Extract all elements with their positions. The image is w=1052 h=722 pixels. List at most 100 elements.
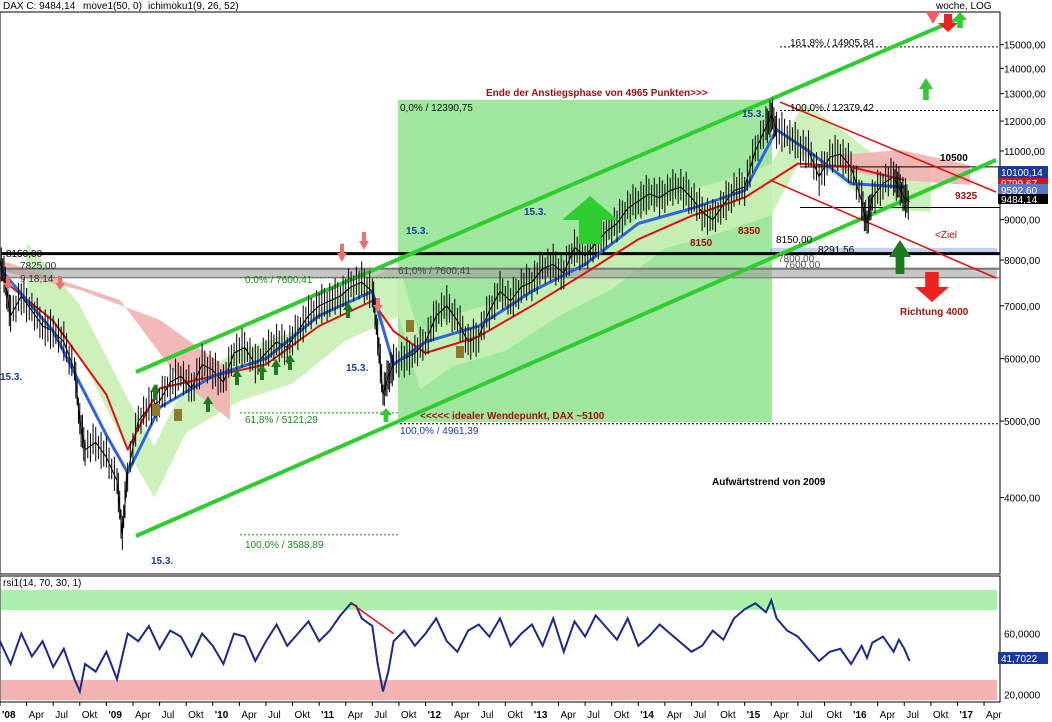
price-value-box	[998, 194, 1048, 204]
x-tick-label: Jul	[693, 710, 706, 721]
x-tick-label: Apr	[241, 710, 257, 721]
ichi-value: 9592,60	[1001, 186, 1038, 197]
channel-lower	[135, 158, 997, 538]
date-labels: 15.3. 15.3. 15.3. 15.3. 15.3. 15.3.	[0, 109, 764, 567]
small-up-arrow	[150, 384, 160, 400]
support-levels	[1, 46, 1000, 536]
x-tick-label: Jul	[55, 710, 68, 721]
x-tick-label: '16	[853, 710, 867, 721]
rsi-header: rsi1(14, 70, 30, 1)	[3, 578, 81, 589]
small-down-arrow	[373, 298, 383, 312]
price-value: 9484,14	[1001, 195, 1038, 206]
date-label: 15.3.	[0, 372, 22, 383]
x-tick-label: '12	[428, 710, 442, 721]
fib-100-2009-label: 100,0% / 3588,89	[245, 540, 324, 551]
y-tick-label: 7000,00	[1004, 302, 1041, 313]
red-value-box	[998, 178, 1048, 188]
fib-0-2011-label: 0,0% / 7600,41	[245, 275, 313, 286]
x-tick-label: Okt	[295, 710, 311, 721]
x-tick-label: Okt	[401, 710, 417, 721]
y-tick-label: 4000,00	[1004, 494, 1041, 505]
small-block	[152, 404, 160, 416]
down-channel-upper	[779, 101, 997, 193]
fib-100-2011-label: 100,0% / 4961,39	[400, 426, 479, 437]
cloud-red	[840, 150, 970, 185]
level-9325: 9325	[955, 191, 978, 202]
x-tick-label: Okt	[720, 710, 736, 721]
down-channel-lower	[769, 179, 997, 279]
small-up-arrow	[343, 302, 353, 318]
rsi-series	[0, 597, 911, 695]
x-tick-label: Jul	[587, 710, 600, 721]
cloud-red	[0, 260, 230, 420]
y-tick-label: 13000,00	[1004, 90, 1046, 101]
ichi-value-box	[998, 184, 1048, 196]
x-tick-label: Apr	[348, 710, 364, 721]
small-up-arrow	[232, 369, 242, 385]
x-tick-label: '13	[534, 710, 548, 721]
small-up-arrow	[271, 359, 281, 375]
header-scale: woche, LOG	[935, 1, 992, 12]
x-tick-label: Apr	[561, 710, 577, 721]
date-label: 15.3.	[151, 556, 173, 567]
x-tick-label: '09	[108, 710, 122, 721]
series-line-1	[0, 162, 905, 451]
x-tick-label: Okt	[188, 710, 204, 721]
up-arrow	[953, 12, 967, 28]
channel-upper	[135, 16, 961, 374]
ichimoku-cloud	[0, 103, 970, 498]
x-tick-label: Apr	[667, 710, 683, 721]
triangle-marker	[926, 12, 940, 24]
ziel-label: <Ziel	[935, 230, 957, 241]
level-8350: 8350	[738, 226, 761, 237]
up-arrow	[380, 408, 392, 422]
small-down-arrow	[337, 244, 347, 262]
x-tick-label: '17	[959, 710, 973, 721]
small-down-arrow	[3, 276, 13, 290]
cloud-green	[26, 103, 931, 498]
x-tick-label: '10	[215, 710, 229, 721]
level-8150-right: 8150,00	[776, 235, 813, 246]
rsi-axis: 20,0000 60,0000	[1004, 630, 1041, 702]
rsi-divergence-line	[350, 602, 395, 635]
x-tick-label: Okt	[826, 710, 842, 721]
x-tick-label: Apr	[454, 710, 470, 721]
fib-0-2015-label: 0,0% / 12390,75	[400, 103, 473, 114]
big-up-arrow	[562, 196, 618, 244]
rsi-tick-label: 20,0000	[1004, 690, 1041, 701]
y-tick-label: 14000,00	[1004, 64, 1046, 75]
trend-channel	[135, 16, 997, 538]
ma-value: 10100,14	[1001, 168, 1043, 179]
level-7800: 7800,00	[778, 254, 815, 265]
header-ichimoku: ichimoku1(9, 26, 52)	[148, 1, 239, 12]
small-up-arrow	[203, 396, 213, 412]
fib-618-label: 61,8% / 5121,29	[245, 415, 318, 426]
down-arrow-red	[938, 14, 958, 32]
level-8150-left: 8150,00	[6, 249, 43, 260]
date-label: 15.3.	[346, 363, 368, 374]
wendepunkt-label: <<<<< idealer Wendepunkt, DAX ~5100	[420, 411, 605, 422]
header-move: move1(50, 0)	[83, 1, 142, 12]
fib-61-2011-label: 61,0% / 7600,41	[398, 266, 471, 277]
fib-top-label: 161,8% / 14905,84	[790, 38, 874, 49]
annotations: 161,8% / 14905,84 0,0% / 12390,75 100,0%…	[6, 38, 978, 551]
small-up-arrow	[285, 354, 295, 370]
y-tick-label: 6000,00	[1004, 355, 1041, 366]
partial-small-label: 9 18,14	[20, 274, 54, 285]
ma-value-box	[998, 166, 1048, 178]
x-tick-label: Okt	[82, 710, 98, 721]
x-tick-label: Apr	[29, 710, 45, 721]
x-tick-label: '11	[321, 710, 334, 721]
rsi-oversold-band	[1, 680, 997, 700]
level-band-blue	[770, 247, 997, 254]
y-tick-label: 8000,00	[1004, 256, 1041, 267]
rsi-value-box	[998, 652, 1048, 664]
down-arrow-red	[915, 272, 949, 302]
chart-markers	[3, 12, 967, 422]
rsi-overbought-band	[1, 590, 997, 610]
x-tick-label: Jul	[162, 710, 175, 721]
x-tick-label: Okt	[933, 710, 949, 721]
price-series	[0, 98, 910, 550]
fib-100-2015-label: 100,0% / 12379,42	[790, 103, 874, 114]
